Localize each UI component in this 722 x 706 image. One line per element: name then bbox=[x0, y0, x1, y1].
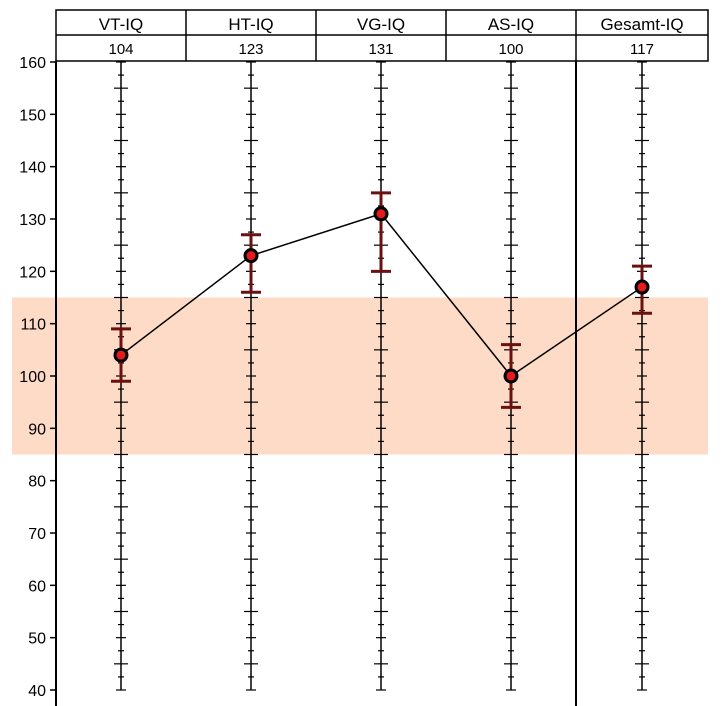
y-tick-label: 90 bbox=[28, 421, 46, 438]
y-tick-label: 130 bbox=[19, 212, 46, 229]
y-tick-label: 100 bbox=[19, 369, 46, 386]
data-point-ht-iq bbox=[243, 248, 259, 264]
data-point-vg-iq bbox=[373, 206, 389, 222]
header-value-as-iq: 100 bbox=[498, 41, 523, 58]
header-value-vt-iq: 104 bbox=[108, 41, 133, 58]
header-label-vt-iq: VT-IQ bbox=[99, 15, 143, 34]
y-tick-label: 60 bbox=[28, 578, 46, 595]
normal-range-band bbox=[12, 297, 708, 455]
header-label-as-iq: AS-IQ bbox=[488, 15, 534, 34]
header-value-ht-iq: 123 bbox=[238, 41, 263, 58]
data-point-vt-iq bbox=[113, 347, 129, 363]
y-tick-label: 110 bbox=[20, 317, 46, 334]
y-tick-label: 150 bbox=[19, 107, 46, 124]
header-value-gesamt-iq: 117 bbox=[630, 41, 654, 58]
y-tick-label: 160 bbox=[19, 55, 46, 72]
y-tick-label: 40 bbox=[28, 683, 46, 700]
y-tick-label: 120 bbox=[19, 264, 46, 281]
header-label-vg-iq: VG-IQ bbox=[357, 15, 405, 34]
data-point-gesamt-iq bbox=[634, 279, 650, 295]
y-tick-label: 80 bbox=[28, 474, 46, 491]
data-point-as-iq bbox=[503, 368, 519, 384]
header-value-vg-iq: 131 bbox=[368, 41, 393, 58]
header-label-gesamt-iq: Gesamt-IQ bbox=[600, 15, 683, 34]
y-tick-label: 50 bbox=[28, 631, 46, 648]
header-label-ht-iq: HT-IQ bbox=[228, 15, 273, 34]
y-tick-label: 140 bbox=[19, 160, 46, 177]
y-tick-label: 70 bbox=[28, 526, 46, 543]
